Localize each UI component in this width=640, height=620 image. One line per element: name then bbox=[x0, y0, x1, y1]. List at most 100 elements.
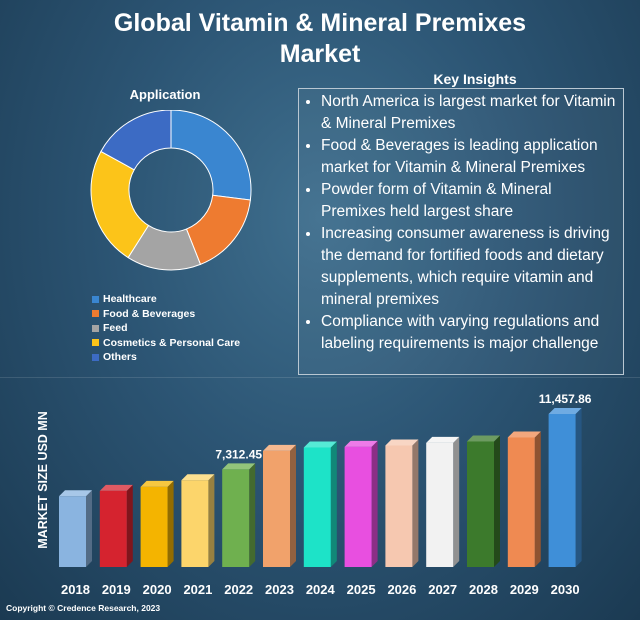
bar-front bbox=[507, 437, 535, 567]
bar-side bbox=[126, 484, 133, 567]
x-tick-label: 2022 bbox=[224, 582, 253, 597]
y-axis-label: MARKET SIZE USD MN bbox=[36, 411, 50, 549]
bar-side bbox=[330, 441, 337, 567]
x-tick-label: 2026 bbox=[387, 582, 416, 597]
data-label-2030: 11,457.86 bbox=[539, 392, 592, 406]
legend-swatch bbox=[92, 353, 99, 361]
data-label-2022: 7,312.45 bbox=[215, 447, 262, 461]
bar-2019 bbox=[99, 484, 133, 567]
x-tick-label: 2027 bbox=[428, 582, 457, 597]
insight-item: Increasing consumer awareness is driving… bbox=[321, 223, 617, 311]
bar-side bbox=[249, 463, 256, 567]
bar-front bbox=[222, 469, 250, 567]
chart-title: Global Vitamin & Mineral Premixes Market bbox=[0, 8, 640, 70]
bar-front bbox=[99, 490, 127, 567]
bar-front bbox=[140, 486, 168, 567]
bar-top bbox=[507, 431, 541, 438]
bar-front bbox=[426, 442, 454, 567]
bar-front bbox=[59, 496, 86, 567]
legend-item-healthcare: Healthcare bbox=[92, 292, 240, 307]
bar-side bbox=[494, 435, 500, 567]
legend-swatch bbox=[92, 295, 99, 303]
legend-swatch bbox=[92, 339, 99, 347]
x-tick-label: 2023 bbox=[265, 582, 294, 597]
chart-title-line-1: Global Vitamin & Mineral Premixes bbox=[113, 9, 527, 37]
bar-side bbox=[534, 431, 541, 567]
x-tick-label: 2028 bbox=[469, 582, 498, 597]
pie-title: Application bbox=[129, 87, 201, 102]
legend-item-others: Others bbox=[92, 350, 240, 365]
bar-2026 bbox=[385, 439, 419, 567]
bar-top bbox=[222, 463, 256, 470]
bar-2029 bbox=[507, 431, 541, 567]
bar-top bbox=[263, 444, 296, 451]
bar-top bbox=[181, 474, 215, 481]
pie-legend: Healthcare Food & Beverages Feed Cosmeti… bbox=[92, 292, 240, 365]
legend-label: Healthcare bbox=[103, 293, 157, 306]
legend-label: Others bbox=[103, 351, 137, 364]
x-tick-label: 2029 bbox=[510, 582, 539, 597]
bar-side bbox=[167, 480, 174, 567]
section-divider bbox=[0, 377, 640, 378]
bar-2021 bbox=[181, 474, 215, 567]
bar-top bbox=[140, 480, 174, 487]
bar-2028 bbox=[467, 435, 500, 567]
x-tick-label: 2019 bbox=[102, 582, 131, 597]
key-insights-title: Key Insights bbox=[433, 71, 517, 87]
bar-top bbox=[385, 439, 419, 446]
legend-item-feed: Feed bbox=[92, 321, 240, 336]
donut-slice-healthcare bbox=[170, 110, 252, 201]
bar-side bbox=[453, 436, 460, 567]
bar-top bbox=[99, 484, 133, 491]
bar-top bbox=[59, 490, 92, 497]
bar-side bbox=[86, 490, 92, 567]
x-tick-label: 2025 bbox=[347, 582, 376, 597]
bar-2022 bbox=[222, 463, 256, 567]
bar-top bbox=[426, 436, 460, 443]
bar-front bbox=[181, 480, 209, 567]
legend-item-cosmetics: Cosmetics & Personal Care bbox=[92, 336, 240, 351]
donut-slice-others bbox=[100, 110, 172, 171]
x-tick-label: 2030 bbox=[551, 582, 580, 597]
insight-item: Compliance with varying regulations and … bbox=[321, 311, 617, 355]
bar-2025 bbox=[344, 440, 378, 567]
legend-swatch bbox=[92, 324, 99, 332]
insight-item: Food & Beverages is leading application … bbox=[321, 135, 617, 179]
bar-front bbox=[263, 450, 290, 567]
bar-side bbox=[290, 444, 296, 567]
application-donut-chart bbox=[90, 110, 252, 271]
bar-front bbox=[344, 446, 372, 567]
bar-front bbox=[548, 414, 576, 567]
bar-2030 bbox=[548, 408, 582, 567]
bar-side bbox=[412, 439, 419, 567]
bar-top bbox=[467, 435, 500, 442]
legend-label: Food & Beverages bbox=[103, 307, 196, 320]
market-size-bar-chart: MARKET SIZE USD MN 2018 2019 2020 2021 2022 7,… bbox=[36, 392, 592, 597]
bar-2020 bbox=[140, 480, 174, 567]
bar-side bbox=[575, 408, 582, 567]
bar-top bbox=[548, 408, 582, 414]
bar-top bbox=[344, 440, 378, 447]
legend-swatch bbox=[92, 310, 99, 318]
x-tick-label: 2024 bbox=[306, 582, 336, 597]
bar-side bbox=[371, 440, 378, 567]
legend-label: Cosmetics & Personal Care bbox=[103, 336, 241, 349]
insight-item: Powder form of Vitamin & Mineral Premixe… bbox=[321, 179, 617, 223]
bar-2023 bbox=[263, 444, 296, 567]
chart-title-line-2: Market bbox=[279, 40, 361, 68]
legend-item-food-beverages: Food & Beverages bbox=[92, 307, 240, 322]
insight-item: North America is largest market for Vita… bbox=[321, 91, 617, 135]
x-tick-label: 2021 bbox=[183, 582, 212, 597]
x-tick-label: 2018 bbox=[61, 582, 90, 597]
key-insights-box: North America is largest market for Vita… bbox=[298, 88, 624, 375]
bar-front bbox=[303, 447, 331, 567]
legend-label: Feed bbox=[103, 322, 128, 335]
x-tick-label: 2020 bbox=[143, 582, 172, 597]
bar-side bbox=[208, 474, 215, 567]
bar-top bbox=[303, 441, 337, 448]
donut-slice-cosmetics-personal-care bbox=[90, 150, 150, 259]
copyright-text: Copyright © Credence Research, 2023 bbox=[6, 603, 161, 613]
bar-front bbox=[467, 441, 494, 567]
bar-2027 bbox=[426, 436, 460, 567]
bar-2024 bbox=[303, 441, 337, 567]
